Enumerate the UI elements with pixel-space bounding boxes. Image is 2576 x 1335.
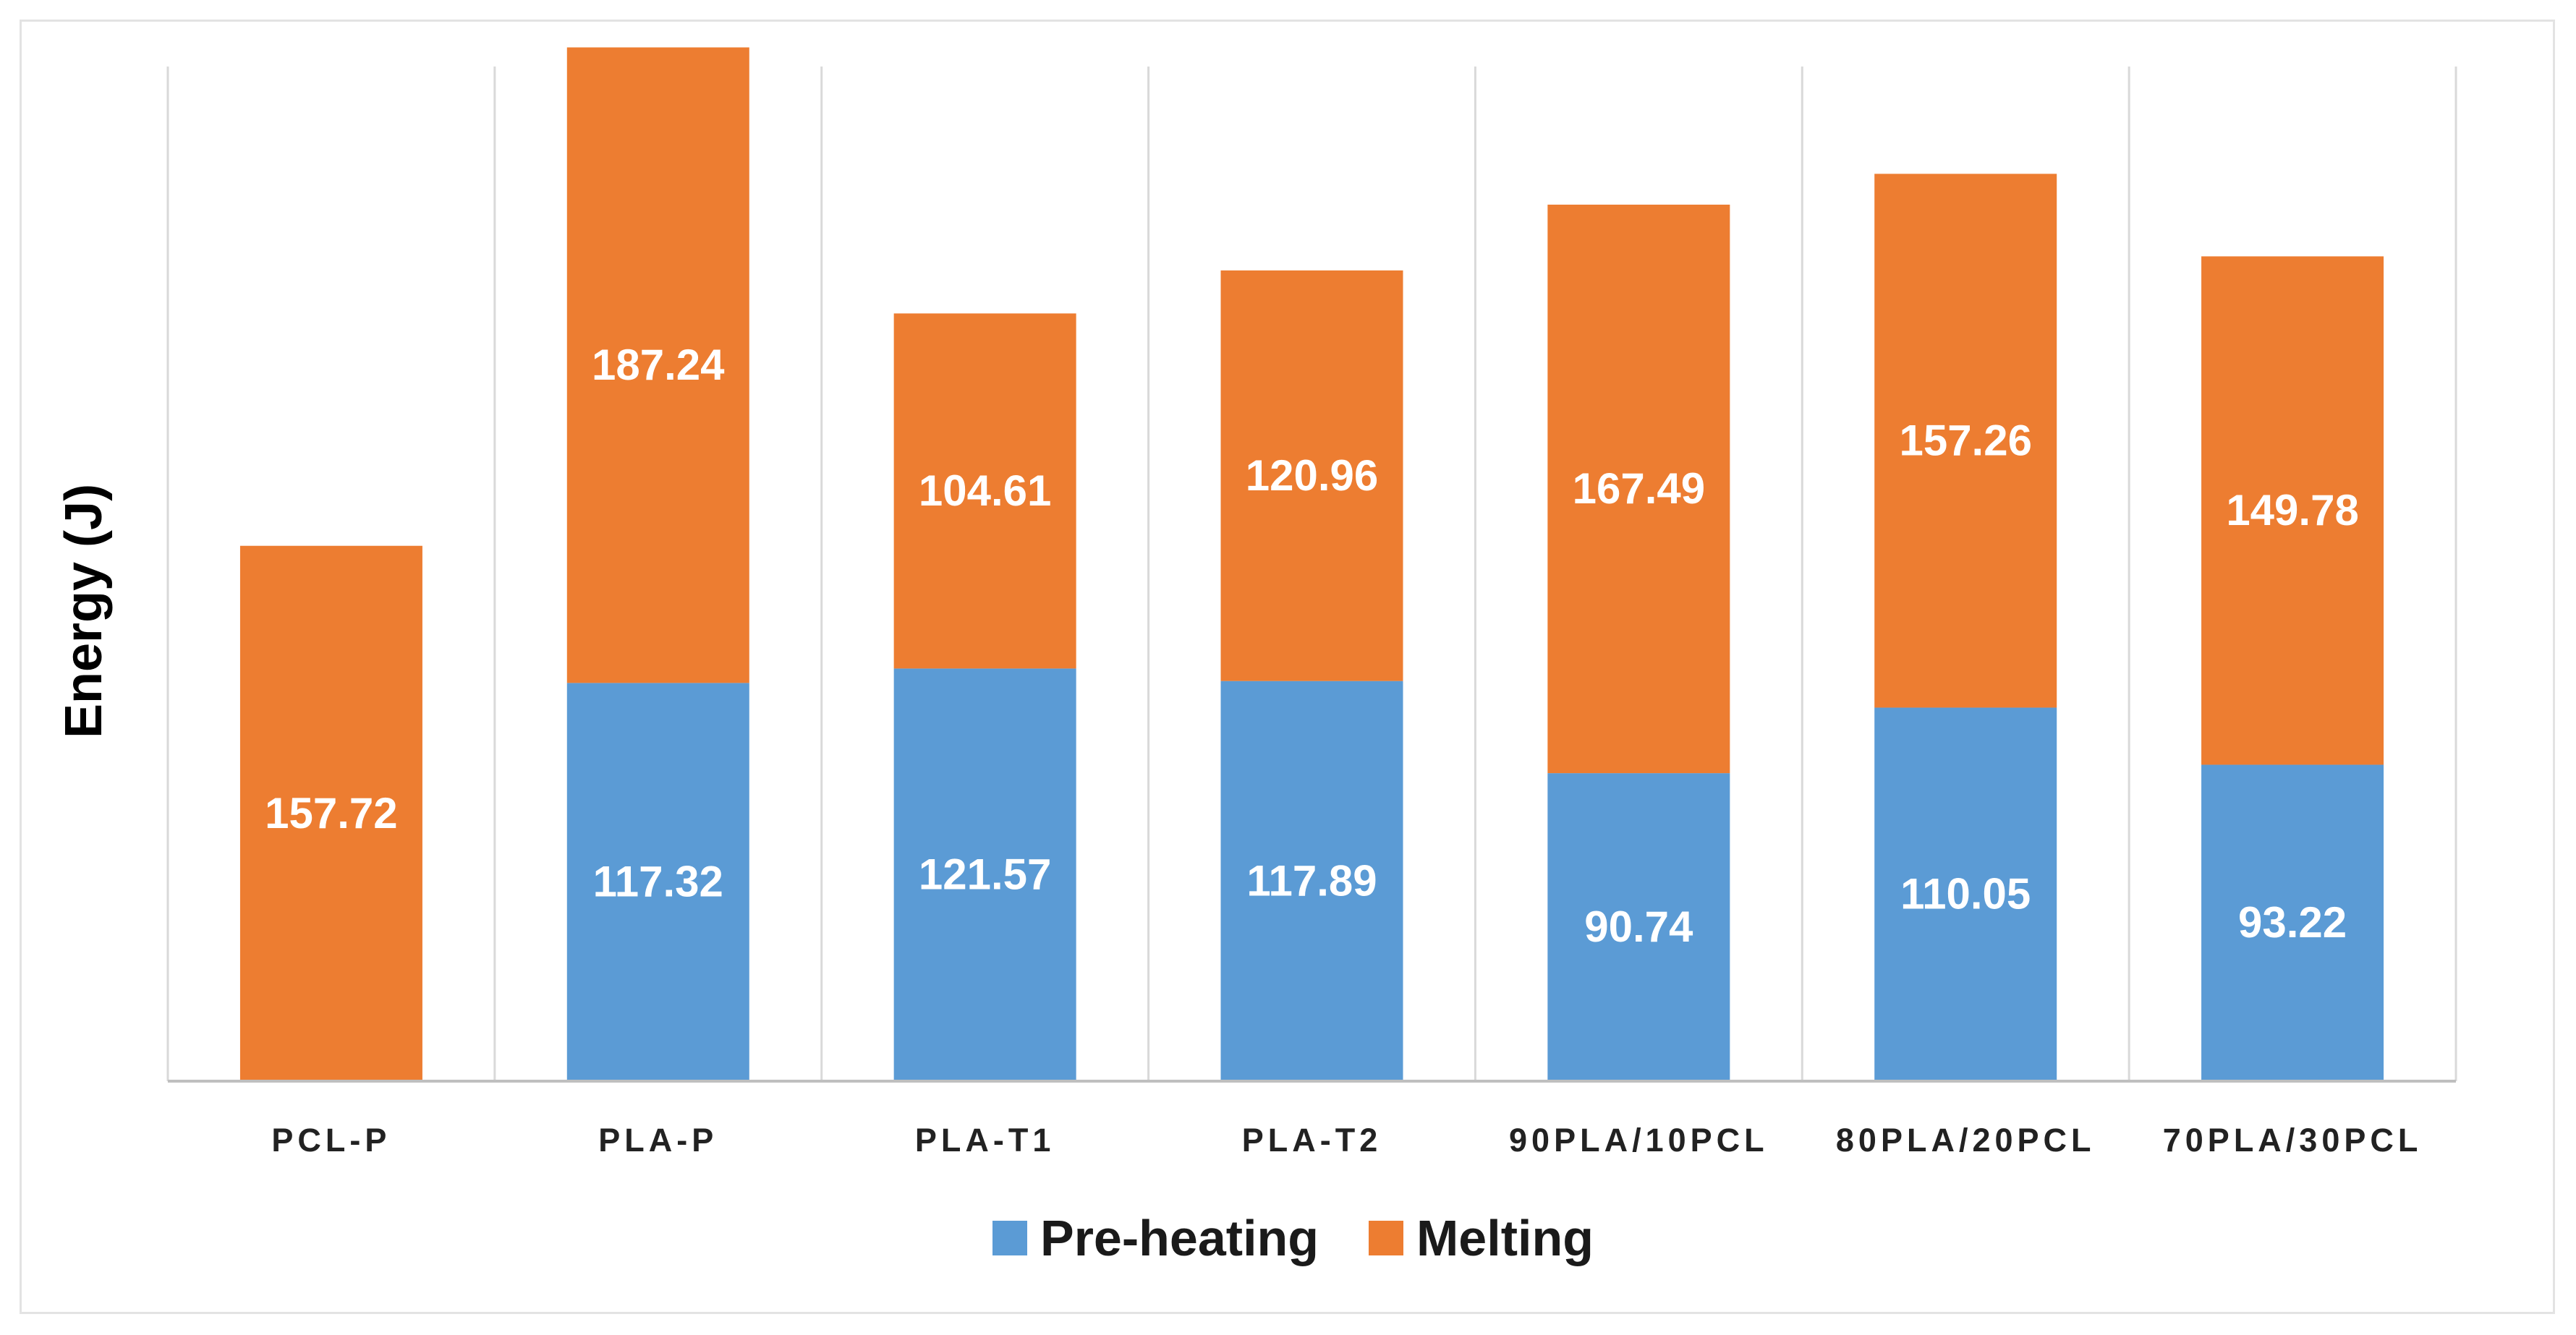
data-label-melting-pla-t2: 120.96 [1246,451,1379,500]
data-label-melting-90pla-10pcl: 167.49 [1573,464,1706,513]
bar-pre-heating-70pla-30pcl [2201,764,2384,1081]
x-tick-label-pla-t2: PLA-T2 [1242,1122,1382,1159]
bar-melting-70pla-30pcl [2201,256,2384,765]
x-tick-label-90pla-10pcl: 90PLA/10PCL [1509,1122,1769,1159]
bar-melting-pcl-p [239,545,422,1081]
legend-label-pre-heating: Pre-heating [1040,1210,1319,1266]
data-label-pre-heating-pla-t1: 121.57 [919,850,1052,899]
data-label-melting-pla-t1: 104.61 [919,466,1052,515]
bar-pre-heating-pla-t2 [1220,681,1403,1081]
legend-label-melting: Melting [1416,1210,1594,1266]
bar-pre-heating-80pla-20pcl [1874,707,2057,1081]
data-label-pre-heating-70pla-30pcl: 93.22 [2238,898,2347,947]
legend-swatch-pre-heating [992,1221,1027,1255]
bar-pre-heating-90pla-10pcl [1547,773,1730,1081]
bar-melting-pla-t2 [1220,270,1403,681]
x-tick-label-pla-p: PLA-P [598,1122,718,1159]
bar-melting-pla-p [566,47,749,683]
data-label-pre-heating-pla-p: 117.32 [593,858,723,906]
x-tick-label-pla-t1: PLA-T1 [915,1122,1055,1159]
y-axis-title: Energy (J) [55,484,113,738]
data-labels: 157.72 117.32 187.24 121.57 104.61 117.89 120.… [265,341,2359,951]
data-label-pre-heating-80pla-20pcl: 110.05 [1900,870,2031,918]
x-tick-label-70pla-30pcl: 70PLA/30PCL [2163,1122,2423,1159]
bar-melting-90pla-10pcl [1547,204,1730,774]
data-label-melting-pcl-p: 157.72 [265,789,398,837]
data-label-melting-pla-p: 187.24 [592,341,725,389]
legend: Pre-heating Melting [992,1210,1594,1266]
data-label-melting-70pla-30pcl: 149.78 [2226,486,2359,534]
x-tick-label-80pla-20pcl: 80PLA/20PCL [1836,1122,2096,1159]
data-label-pre-heating-90pla-10pcl: 90.74 [1584,903,1693,951]
bars [239,47,2384,1081]
bar-pre-heating-pla-t1 [893,668,1076,1081]
data-label-pre-heating-pla-t2: 117.89 [1246,856,1377,905]
legend-swatch-melting [1369,1221,1403,1255]
data-label-melting-80pla-20pcl: 157.26 [1899,416,2032,464]
x-axis-tick-labels: PCL-P PLA-P PLA-T1 PLA-T2 90PLA/10PCL 80PLA/2… [271,1122,2423,1159]
bar-melting-80pla-20pcl [1874,174,2057,708]
gridlines [166,67,2457,1081]
x-tick-label-pcl-p: PCL-P [271,1122,391,1159]
bar-melting-pla-t1 [893,313,1076,669]
bar-pre-heating-pla-p [566,683,749,1081]
